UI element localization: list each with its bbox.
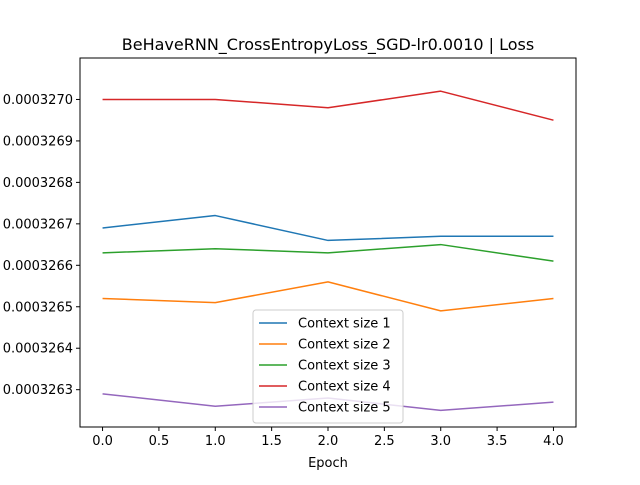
- legend: Context size 1 Context size 2 Context size…: [252, 309, 404, 424]
- legend-label: Context size 3: [298, 359, 391, 374]
- x-axis-title: Epoch: [308, 456, 348, 471]
- plot-area-frame: [79, 57, 577, 428]
- y-tick-label: 0.0003266: [3, 259, 73, 274]
- x-tick-label: 2.0: [318, 434, 339, 449]
- legend-label: Context size 1: [298, 317, 391, 332]
- y-tick-label: 0.0003264: [3, 342, 73, 357]
- y-tick-label: 0.0003268: [3, 176, 73, 191]
- y-tick-label: 0.0003269: [3, 134, 73, 149]
- series-line-context-size-1: [102, 214, 554, 242]
- legend-label: Context size 5: [298, 401, 391, 416]
- legend-box: [252, 309, 404, 424]
- x-tick-label: 3.5: [487, 434, 508, 449]
- x-tick-label: 3.0: [430, 434, 451, 449]
- y-axis-ticks: 0.0003263 0.0003264 0.0003265 0.0003266 0.00…: [3, 93, 80, 398]
- x-axis-ticks: 0.0 0.5 1.0 1.5 2.0 2.5 3.0 3.5 4.0: [92, 427, 564, 449]
- x-tick-label: 0.5: [149, 434, 170, 449]
- x-tick-label: 2.5: [374, 434, 395, 449]
- plot-lines: [102, 90, 554, 412]
- chart-title: BeHaveRNN_CrossEntropyLoss_SGD-lr0.0010 …: [122, 35, 534, 55]
- x-tick-label: 0.0: [92, 434, 113, 449]
- y-tick-label: 0.0003263: [3, 383, 73, 398]
- series-line-context-size-4: [102, 90, 554, 121]
- y-tick-label: 0.0003265: [3, 300, 73, 315]
- series-line-context-size-2: [102, 281, 554, 312]
- y-tick-label: 0.0003267: [3, 217, 73, 232]
- legend-label: Context size 2: [298, 338, 391, 353]
- y-tick-label: 0.0003270: [3, 93, 73, 108]
- legend-label: Context size 4: [298, 380, 391, 395]
- x-tick-label: 4.0: [543, 434, 564, 449]
- x-tick-label: 1.0: [205, 434, 226, 449]
- x-tick-label: 1.5: [261, 434, 282, 449]
- series-line-context-size-3: [102, 243, 554, 262]
